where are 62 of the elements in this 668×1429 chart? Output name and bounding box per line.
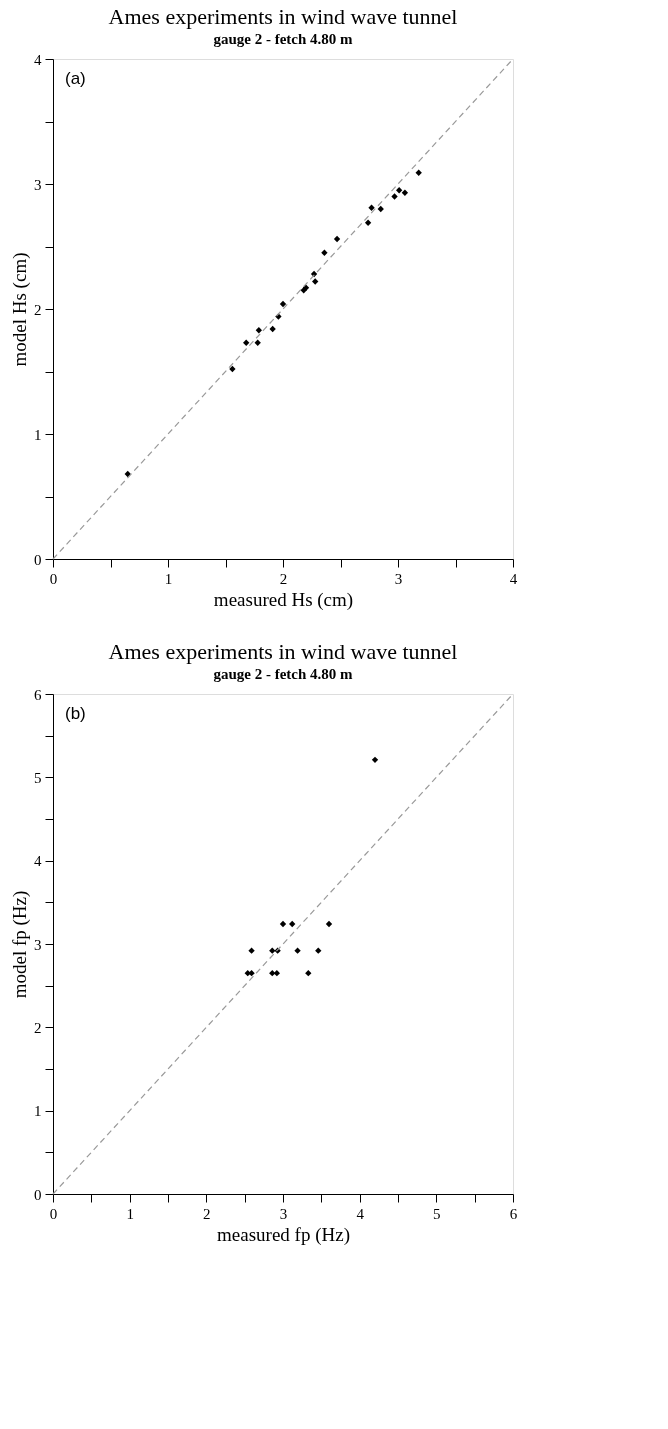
point [243, 339, 250, 346]
point [289, 920, 296, 928]
y-tick-label: 3 [34, 176, 42, 193]
x-tick-label: 4 [356, 1205, 365, 1222]
x-tick-label: 5 [433, 1205, 441, 1222]
x-tick-label: 4 [509, 570, 518, 587]
y-tick-label: 3 [34, 936, 42, 953]
point [248, 970, 255, 977]
y-tick-label: 5 [34, 769, 42, 786]
chart-title: Ames experiments in wind wave tunnel [108, 639, 458, 664]
y-axis-title: model Hs (cm) [9, 252, 31, 367]
y-tick-label: 1 [34, 426, 42, 443]
point [279, 920, 287, 928]
point [305, 970, 312, 977]
x-tick-label: 3 [279, 1205, 288, 1222]
x-axis-title: measured fp (Hz) [217, 1223, 350, 1246]
y-tick-label: 4 [34, 51, 42, 68]
point [377, 205, 384, 213]
point [273, 970, 281, 977]
y-tick-label: 2 [34, 1019, 42, 1036]
chart-subtitle: gauge 2 - fetch 4.80 m [213, 666, 354, 682]
point [255, 327, 263, 334]
point [371, 756, 379, 763]
x-tick-label: 1 [126, 1205, 134, 1222]
x-tick-label: 6 [509, 1205, 518, 1222]
point [229, 365, 236, 373]
y-tick-label: 0 [34, 1186, 42, 1203]
point [248, 947, 255, 954]
point [364, 219, 372, 226]
point [269, 325, 276, 333]
x-tick-label: 3 [394, 570, 403, 587]
chart-title: Ames experiments in wind wave tunnel [108, 4, 458, 29]
point [294, 947, 301, 954]
point [312, 278, 319, 285]
y-tick-label: 6 [34, 686, 42, 703]
annotation: (a) [65, 69, 86, 88]
point [391, 193, 398, 200]
y-tick-label: 0 [34, 551, 42, 568]
x-tick-label: 2 [203, 1205, 211, 1222]
y-tick-label: 2 [34, 301, 42, 318]
point [269, 947, 276, 954]
y-axis-title: model fp (Hz) [9, 890, 31, 999]
x-tick-label: 0 [49, 1205, 58, 1222]
point [124, 470, 131, 478]
x-tick-label: 2 [279, 570, 288, 587]
point [254, 339, 261, 346]
point [321, 249, 328, 256]
annotation: (b) [65, 704, 86, 723]
y-tick-label: 4 [34, 853, 42, 870]
point [415, 169, 422, 176]
point [325, 920, 333, 928]
point [315, 947, 322, 954]
point [395, 187, 403, 194]
x-axis-title: measured Hs (cm) [213, 588, 354, 611]
point [333, 235, 341, 243]
x-tick-label: 0 [49, 570, 58, 587]
point [368, 204, 375, 211]
point [401, 189, 409, 196]
point [279, 300, 287, 308]
x-tick-label: 1 [164, 570, 173, 587]
y-tick-label: 1 [34, 1103, 42, 1120]
chart-subtitle: gauge 2 - fetch 4.80 m [213, 31, 354, 47]
